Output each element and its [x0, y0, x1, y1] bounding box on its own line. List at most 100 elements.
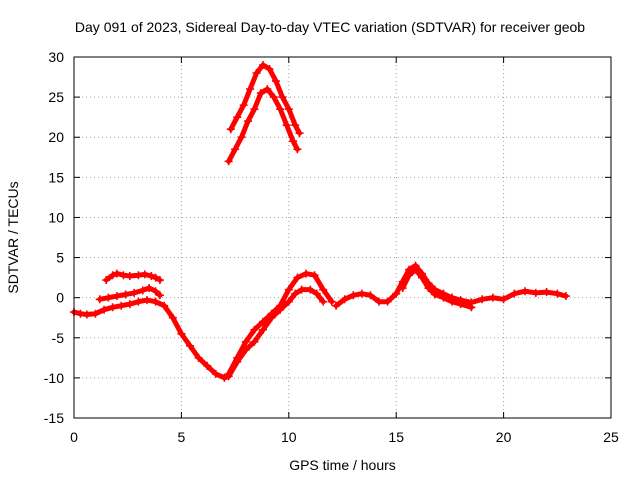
data-point: [168, 313, 177, 322]
data-point: [297, 285, 306, 294]
series-peak-upper: [226, 61, 304, 138]
data-point: [250, 337, 259, 346]
y-axis-label: SDTVAR / TECUs: [5, 181, 21, 293]
series-main-trace: [70, 285, 328, 382]
data-point: [108, 303, 117, 312]
data-point: [289, 137, 298, 146]
axis-ticks: 0 5 10 15 20 25 -15 -10 -5 0 5 10 15 20 25 30: [44, 49, 619, 445]
data-point: [160, 301, 169, 310]
data-point: [521, 287, 530, 296]
data-point: [224, 157, 233, 166]
data-point: [233, 353, 242, 362]
data-point: [243, 117, 252, 126]
x-tick-label: 10: [281, 429, 297, 445]
data-point: [424, 284, 433, 293]
data-point: [291, 289, 300, 298]
data-point: [306, 285, 315, 294]
data-point: [121, 290, 130, 299]
y-tick-label: -10: [44, 370, 64, 386]
data-point: [147, 272, 156, 281]
data-point: [319, 285, 328, 294]
data-point: [259, 317, 268, 326]
data-point: [310, 271, 319, 280]
data-point: [231, 145, 240, 154]
data-point: [265, 65, 274, 74]
data-point: [143, 296, 152, 305]
x-tick-label: 15: [388, 429, 404, 445]
data-point: [411, 265, 420, 274]
data-point: [478, 295, 487, 304]
series-band: [226, 271, 335, 377]
data-point: [102, 276, 111, 285]
data-point: [327, 297, 336, 306]
x-tick-label: 5: [178, 429, 186, 445]
data-point: [312, 289, 321, 298]
y-tick-label: 10: [48, 209, 64, 225]
y-tick-label: 0: [56, 290, 64, 306]
y-tick-label: 20: [48, 129, 64, 145]
data-point: [112, 292, 121, 301]
data-point: [95, 295, 104, 304]
data-point: [211, 369, 220, 378]
data-point: [405, 271, 414, 280]
data-point: [430, 290, 439, 299]
data-point: [267, 309, 276, 318]
data-point: [145, 284, 154, 293]
data-point: [91, 309, 100, 318]
data-point: [366, 291, 375, 300]
series-peak-lower: [224, 85, 302, 166]
data-point: [130, 288, 139, 297]
series-afternoon-trace-parallel: [398, 265, 476, 312]
data-point: [284, 105, 293, 114]
data-point: [291, 121, 300, 130]
data-point: [561, 292, 570, 301]
data-point: [392, 289, 401, 298]
data-point: [467, 303, 476, 312]
data-point: [417, 273, 426, 282]
y-tick-label: 5: [56, 250, 64, 266]
x-axis-label: GPS time / hours: [289, 457, 396, 473]
data-point: [237, 133, 246, 142]
series-upper-left-arc: [102, 269, 164, 285]
x-tick-label: 20: [496, 429, 512, 445]
series-lower-left-arc: [95, 284, 164, 304]
data-point: [349, 291, 358, 300]
grid-lines: [74, 57, 611, 418]
y-tick-label: 30: [48, 49, 64, 65]
data-point: [134, 271, 143, 280]
data-point: [398, 284, 407, 293]
data-point: [293, 273, 302, 282]
data-point: [246, 85, 255, 94]
series-band: [228, 62, 302, 136]
data-point: [295, 129, 304, 138]
y-tick-label: -15: [44, 410, 64, 426]
data-point: [276, 105, 285, 114]
data-point: [510, 289, 519, 298]
series-band: [71, 287, 326, 381]
data-series: [70, 61, 570, 382]
data-point: [456, 300, 465, 309]
data-point: [250, 325, 259, 334]
data-point: [82, 310, 91, 319]
data-point: [259, 61, 268, 70]
data-point: [250, 105, 259, 114]
data-point: [252, 69, 261, 78]
data-point: [256, 89, 265, 98]
data-point: [488, 293, 497, 302]
data-point: [448, 297, 457, 306]
y-tick-label: 25: [48, 89, 64, 105]
data-point: [284, 285, 293, 294]
x-tick-label: 0: [70, 429, 78, 445]
data-point: [340, 295, 349, 304]
data-point: [151, 273, 160, 282]
data-point: [241, 337, 250, 346]
data-point: [155, 291, 164, 300]
data-point: [140, 270, 149, 279]
data-point: [233, 113, 242, 122]
data-point: [263, 85, 272, 94]
data-point: [185, 341, 194, 350]
data-point: [108, 271, 117, 280]
data-point: [138, 286, 147, 295]
plot-frame: [73, 56, 612, 419]
